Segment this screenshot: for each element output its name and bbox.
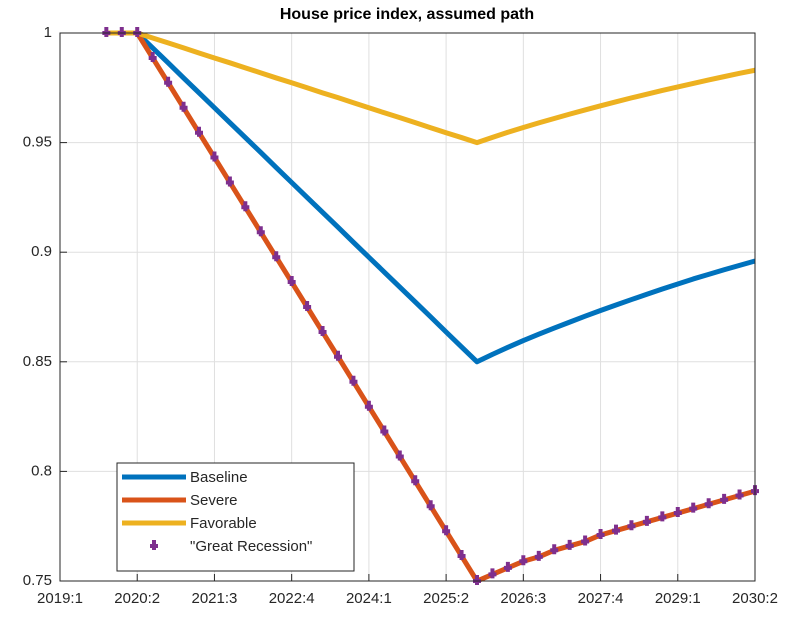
marker xyxy=(612,524,620,535)
marker xyxy=(287,276,296,287)
series-line xyxy=(106,30,756,365)
marker xyxy=(380,425,389,436)
marker xyxy=(272,251,281,262)
x-tick-label: 2019:1 xyxy=(37,590,83,607)
legend-box xyxy=(116,462,355,572)
marker xyxy=(364,400,373,411)
legend-label: "Great Recession" xyxy=(190,538,312,555)
legend-label: Baseline xyxy=(190,469,248,486)
marker xyxy=(318,325,327,336)
legend: Baseline Severe Favorable "Great Recession" xyxy=(116,462,355,572)
marker xyxy=(256,226,265,237)
marker xyxy=(704,498,713,509)
marker xyxy=(210,151,219,162)
marker xyxy=(519,555,528,566)
x-tick-label: 2020:2 xyxy=(114,590,160,607)
marker xyxy=(164,76,173,87)
legend-swatch xyxy=(150,540,158,550)
x-tick-label: 2021:3 xyxy=(191,590,237,607)
y-tick-label: 0.75 xyxy=(23,572,52,589)
marker xyxy=(442,525,451,536)
marker xyxy=(720,493,729,504)
marker xyxy=(225,176,234,187)
legend-label: Severe xyxy=(190,492,238,509)
x-tick-label: 2022:4 xyxy=(269,590,315,607)
marker xyxy=(102,27,111,37)
marker xyxy=(596,528,605,539)
marker xyxy=(488,568,497,579)
marker xyxy=(195,126,203,137)
marker xyxy=(581,535,590,546)
marker xyxy=(503,561,512,572)
x-tick-label: 2029:1 xyxy=(655,590,701,607)
marker xyxy=(658,511,667,522)
x-tick-label: 2026:3 xyxy=(500,590,546,607)
marker xyxy=(565,539,574,550)
marker xyxy=(411,475,420,486)
y-tick-label: 0.8 xyxy=(31,462,52,479)
marker xyxy=(426,500,435,511)
y-tick-label: 0.85 xyxy=(23,353,52,370)
legend-label: Favorable xyxy=(190,515,257,532)
marker xyxy=(673,507,682,518)
marker xyxy=(689,502,698,513)
marker xyxy=(349,375,358,386)
marker xyxy=(148,51,157,62)
axes-box xyxy=(59,32,756,582)
marker xyxy=(133,27,142,37)
y-tick-label: 0.95 xyxy=(23,134,52,151)
x-tick-label: 2024:1 xyxy=(346,590,392,607)
marker xyxy=(395,450,404,461)
marker xyxy=(550,544,559,555)
chart-title: House price index, assumed path xyxy=(280,6,534,23)
marker xyxy=(334,350,342,361)
marker xyxy=(642,515,651,526)
marker xyxy=(117,27,126,37)
y-tick-label: 1 xyxy=(44,24,52,41)
marker xyxy=(241,201,250,212)
x-tick-label: 2030:2 xyxy=(732,590,778,607)
marker xyxy=(457,550,466,561)
marker xyxy=(303,301,312,311)
marker xyxy=(627,520,636,531)
x-tick-label: 2027:4 xyxy=(578,590,624,607)
series-line xyxy=(106,30,756,146)
marker xyxy=(534,550,543,561)
marker xyxy=(179,101,188,112)
marker xyxy=(735,489,744,500)
marker xyxy=(473,575,481,585)
y-tick-label: 0.9 xyxy=(31,243,52,260)
x-tick-label: 2025:2 xyxy=(423,590,469,607)
